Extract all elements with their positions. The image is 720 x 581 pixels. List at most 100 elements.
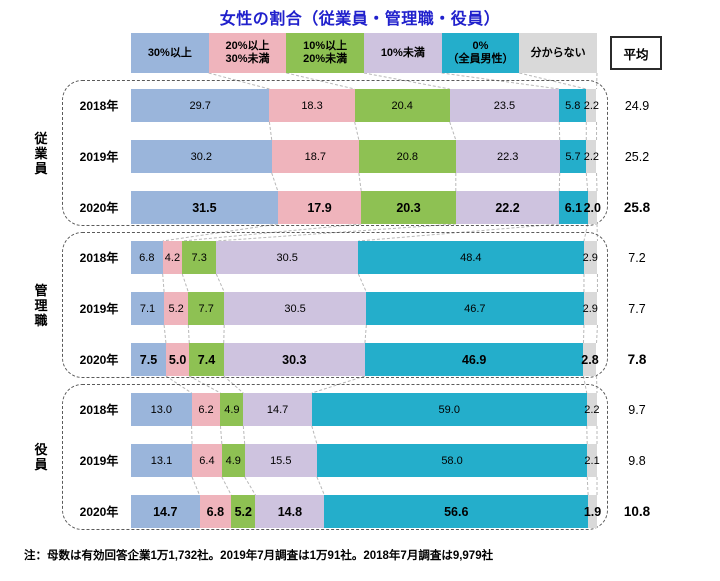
bar-segment: 6.8 [131,241,163,274]
segment-value: 58.0 [441,454,463,467]
bar-segment: 2.0 [584,191,601,224]
bar-row: 7.1 5.2 7.7 30.5 46.7 2.9 [131,292,598,325]
segment-value: 7.7 [198,302,214,315]
bar-segment: 30.5 [216,241,359,274]
bar-segment: 30.2 [131,140,272,173]
segment-value: 59.0 [438,403,460,416]
legend-item: 0% （全員男性） [441,33,520,73]
year-label: 2019年 [79,302,119,316]
bar-segment: 30.5 [224,292,367,325]
segment-value: 5.2 [168,302,184,315]
segment-value: 20.8 [396,150,419,163]
bar-segment: 46.9 [364,343,584,376]
average-value: 24.9 [624,98,650,113]
bar-segment: 58.0 [316,444,588,477]
bar-segment: 15.5 [244,444,317,477]
segment-value: 14.7 [153,504,178,519]
segment-value: 6.4 [199,454,215,467]
group-label-char: 理 [34,297,48,313]
bar-row: 31.5 17.9 20.3 22.2 6.1 2.0 [131,191,601,224]
bar-row: 13.1 6.4 4.9 15.5 58.0 2.1 [131,444,600,477]
segment-value: 7.1 [139,302,156,315]
group-label-char: 役 [34,442,48,457]
segment-value: 7.3 [191,251,207,264]
average-value: 25.2 [624,149,650,164]
segment-value: 48.4 [460,251,482,264]
legend-item: 10%以上 20%未満 [286,33,364,73]
bar-row: 30.2 18.7 20.8 22.3 5.7 2.2 [131,140,599,173]
segment-value: 15.5 [270,454,292,467]
legend-label: 10%未満 [380,46,425,59]
bar-segment: 7.5 [131,343,166,376]
segment-value: 56.6 [444,504,469,519]
segment-value: 5.8 [565,99,581,112]
segment-value: 2.2 [584,403,600,416]
group-border [62,80,608,226]
bar-segment: 30.3 [223,343,365,376]
bar-segment: 20.4 [354,89,450,122]
bar-segment: 1.9 [584,495,601,528]
group-label-char: 従 [34,130,48,146]
segment-value: 30.5 [284,302,306,315]
legend-label: 分からない [530,46,586,59]
bar-segment: 2.1 [584,444,600,477]
legend-label: 10%以上 20%未満 [303,40,348,65]
bar-segment: 18.7 [271,140,359,173]
bar-segment: 5.8 [559,89,587,122]
segment-value: 17.9 [307,200,332,215]
segment-value: 29.7 [189,99,211,112]
segment-value: 6.8 [139,251,155,264]
legend-item: 30%以上 [131,33,209,73]
legend-label: 20%以上 30%未満 [225,40,270,65]
bar-segment: 23.5 [449,89,560,122]
bar-segment: 46.7 [366,292,584,325]
bar-segment: 22.3 [455,140,560,173]
group-label-char: 管 [34,282,48,298]
segment-value: 7.5 [139,352,158,367]
year-label: 2018年 [79,403,119,417]
segment-value: 20.3 [396,200,421,215]
group-label-char: 職 [34,312,48,328]
segment-value: 2.1 [584,454,600,467]
bar-segment: 6.4 [192,444,222,477]
segment-value: 22.2 [495,200,520,215]
legend-item: 10%未満 [364,33,442,73]
segment-value: 22.3 [497,150,519,163]
average-value: 25.8 [623,200,651,215]
bar-segment: 6.2 [191,393,221,426]
segment-value: 6.2 [198,403,214,416]
group-label-char: 員 [34,457,48,472]
year-label: 2019年 [79,454,119,468]
bar-segment: 22.2 [455,191,560,224]
segment-value: 6.8 [206,504,225,519]
segment-value: 14.8 [277,504,303,519]
group-label: 管理職 [26,232,56,378]
bar-segment: 20.3 [361,191,456,224]
bar-segment: 6.1 [559,191,588,224]
legend-label: 30%以上 [147,46,192,59]
bar-row: 6.8 4.2 7.3 30.5 48.4 2.9 [131,241,598,274]
year-label: 2018年 [79,251,119,265]
bar-segment: 5.0 [165,343,190,376]
bar-segment: 13.1 [131,444,193,477]
bar-segment: 18.3 [269,89,355,122]
bar-segment: 14.7 [131,495,200,528]
legend-label: 0% （全員男性） [447,40,514,65]
segment-value: 30.2 [190,150,213,163]
segment-value: 7.4 [197,352,216,367]
bar-segment: 2.2 [584,89,599,122]
segment-value: 46.7 [464,302,486,315]
bar-segment: 7.3 [182,241,217,274]
segment-value: 14.7 [266,403,289,416]
group-border [62,384,608,530]
segment-value: 46.9 [461,352,487,367]
bar-segment: 31.5 [131,191,278,224]
group-label-char: 業 [34,145,48,161]
bar-segment: 2.2 [584,393,600,426]
bar-segment: 7.7 [188,292,225,325]
legend-item: 分からない [519,33,597,73]
segment-value: 2.9 [582,251,598,264]
segment-value: 30.3 [282,352,307,367]
average-header: 平均 [610,36,662,70]
bar-segment: 17.9 [277,191,362,224]
